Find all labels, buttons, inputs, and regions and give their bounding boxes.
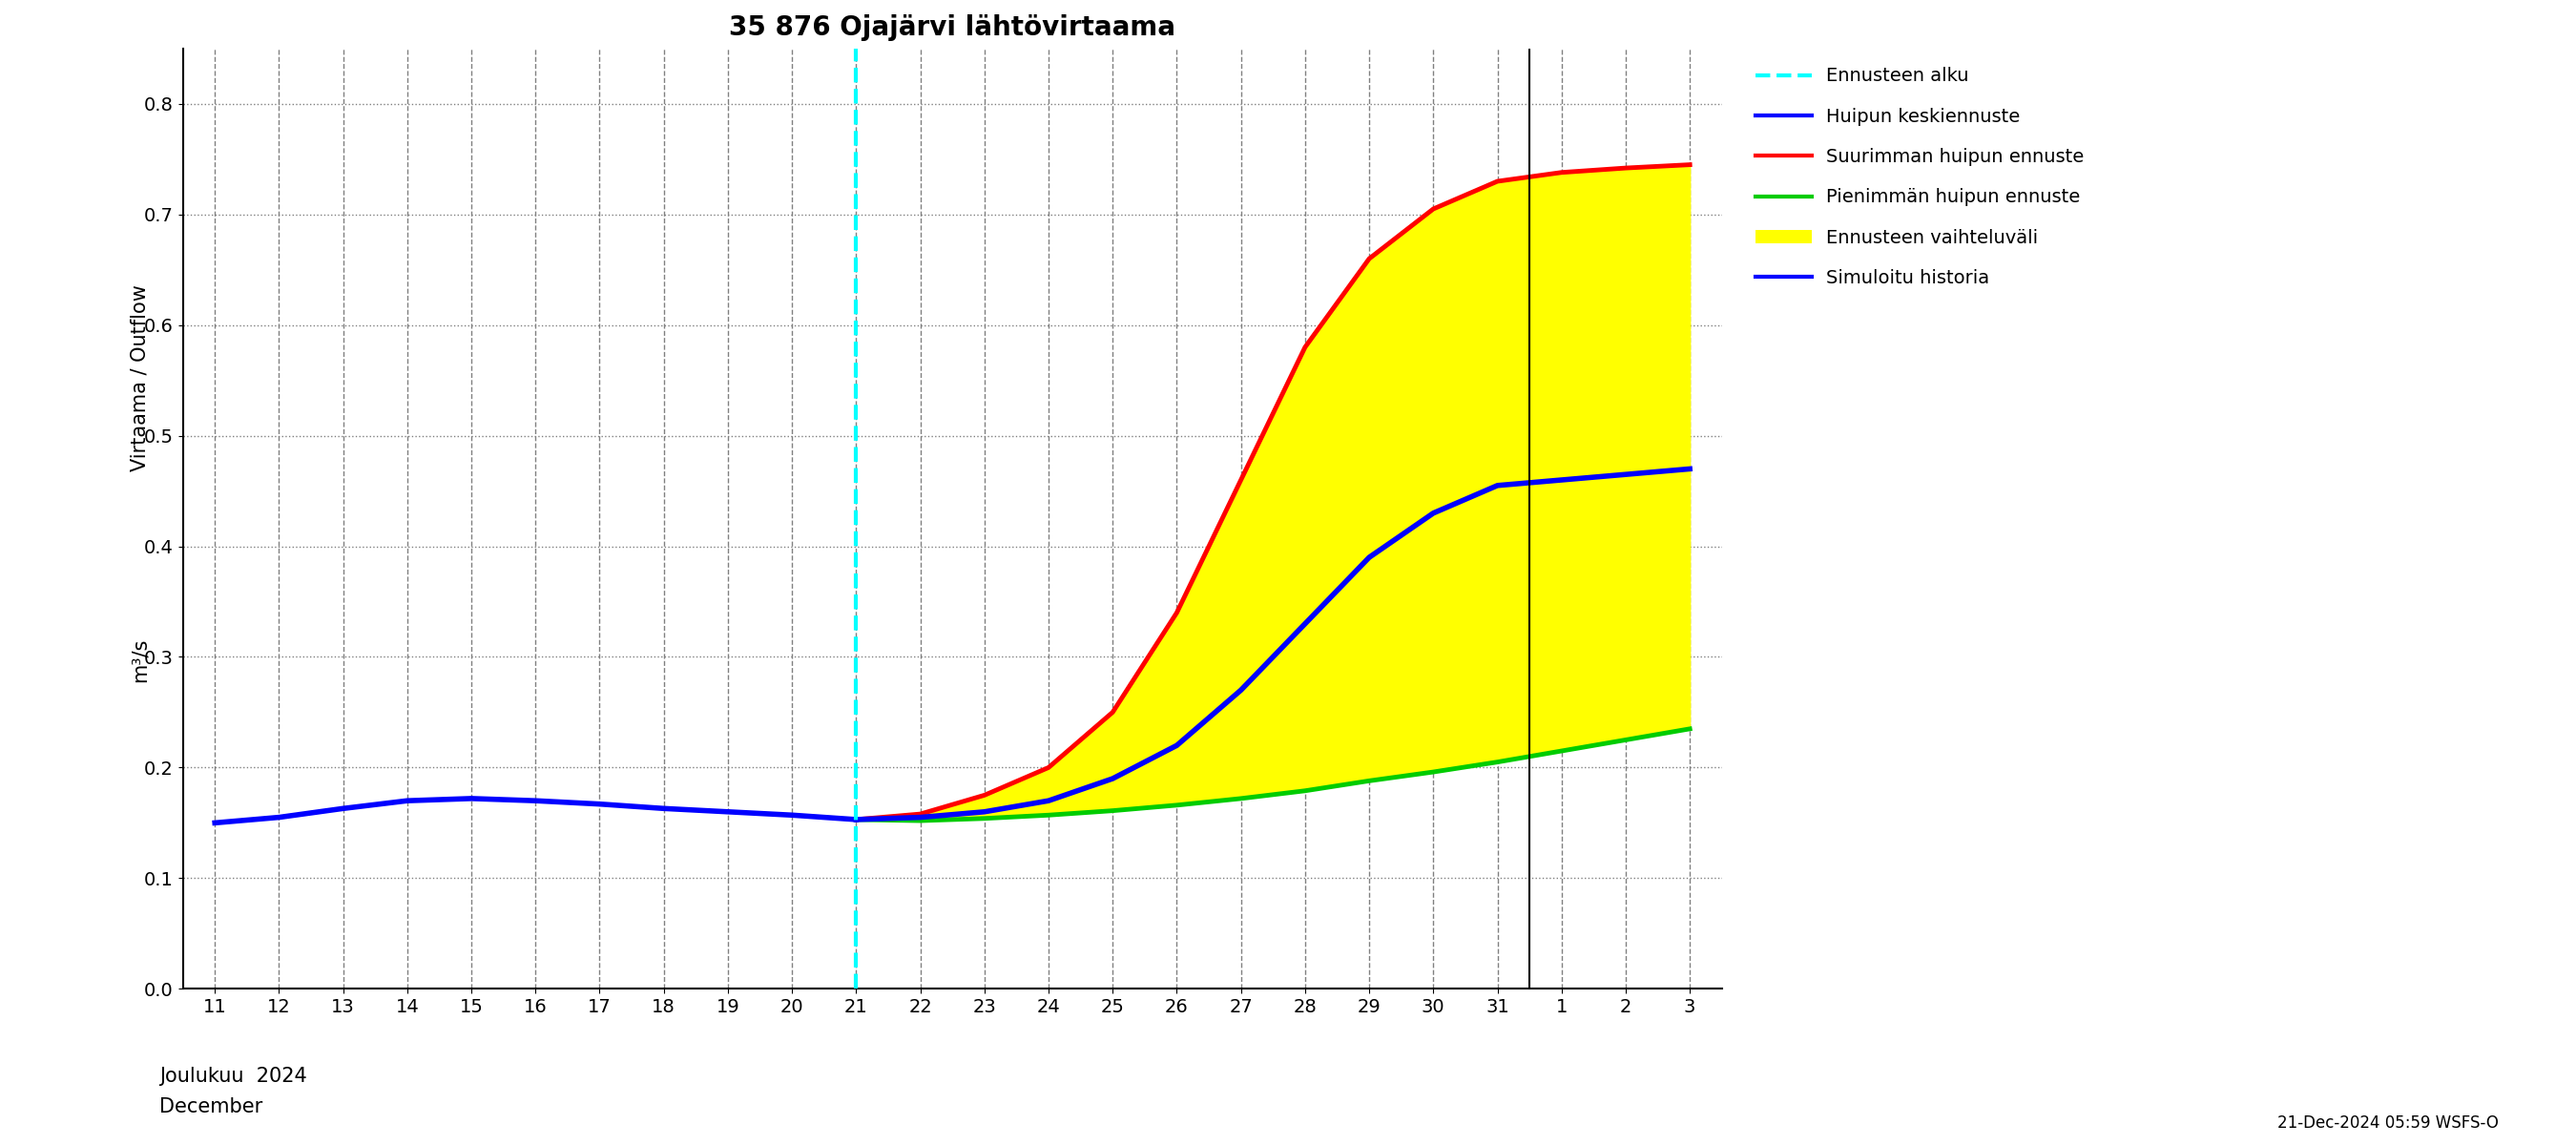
Title: 35 876 Ojajärvi lähtövirtaama: 35 876 Ojajärvi lähtövirtaama (729, 14, 1175, 41)
Text: Virtaama / Outflow: Virtaama / Outflow (131, 284, 149, 471)
Text: Joulukuu  2024: Joulukuu 2024 (160, 1067, 307, 1085)
Legend: Ennusteen alku, Huipun keskiennuste, Suurimman huipun ennuste, Pienimmän huipun : Ennusteen alku, Huipun keskiennuste, Suu… (1747, 58, 2094, 297)
Text: m³/s: m³/s (131, 638, 149, 681)
Text: December: December (160, 1098, 263, 1116)
Text: 21-Dec-2024 05:59 WSFS-O: 21-Dec-2024 05:59 WSFS-O (2277, 1114, 2499, 1131)
